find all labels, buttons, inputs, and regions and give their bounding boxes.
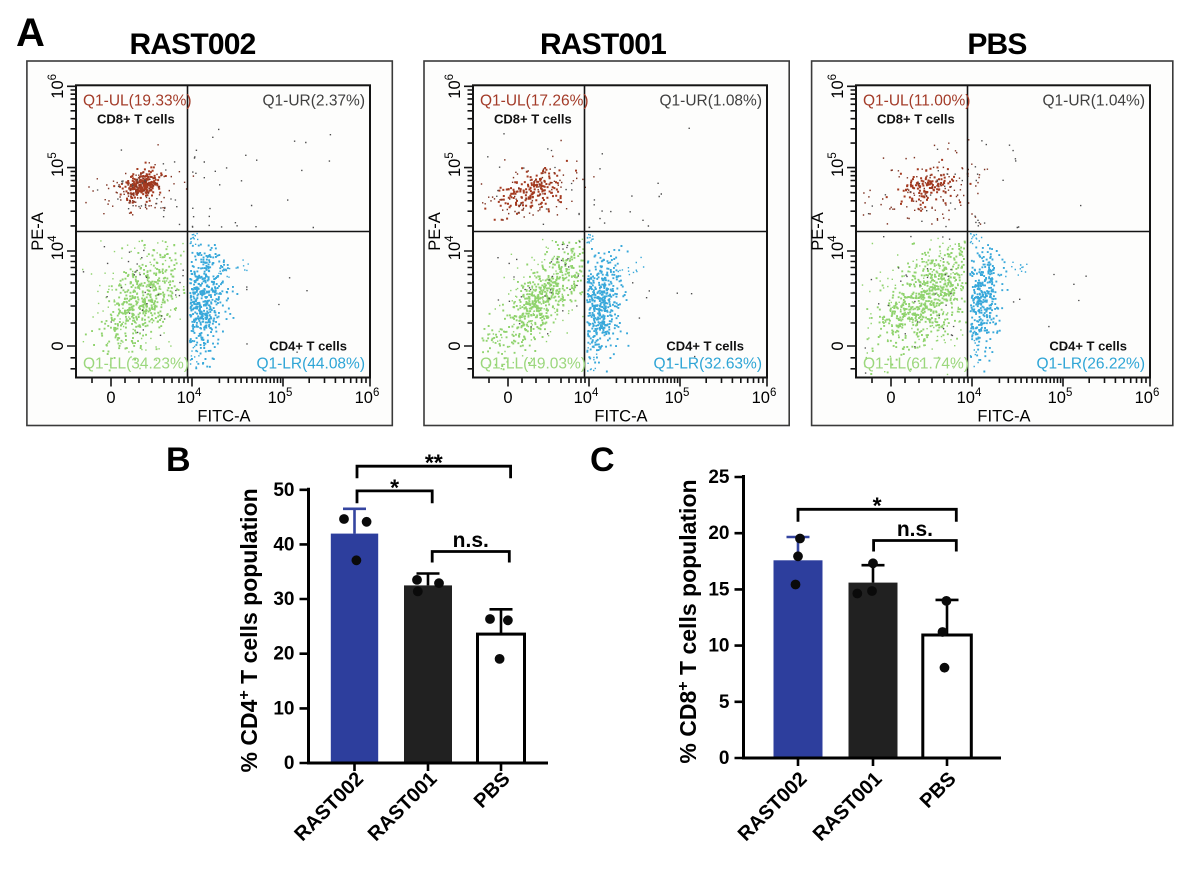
- svg-text:10: 10: [273, 698, 294, 719]
- svg-text:5: 5: [719, 692, 730, 713]
- svg-text:CD8+ T cells: CD8+ T cells: [97, 111, 175, 126]
- svg-text:0: 0: [106, 389, 115, 407]
- svg-text:RAST001: RAST001: [540, 28, 666, 61]
- svg-text:20: 20: [273, 644, 294, 665]
- svg-text:PBS: PBS: [967, 28, 1026, 61]
- svg-text:PE-A: PE-A: [426, 212, 444, 251]
- svg-text:n.s.: n.s.: [453, 529, 489, 552]
- svg-text:CD4+ T cells: CD4+ T cells: [269, 339, 347, 354]
- svg-text:30: 30: [273, 589, 294, 610]
- svg-text:PE-A: PE-A: [809, 212, 827, 251]
- svg-text:15: 15: [708, 579, 730, 600]
- svg-text:0: 0: [829, 341, 847, 350]
- svg-text:% CD8+ T cells population: % CD8+ T cells population: [675, 479, 701, 763]
- svg-text:40: 40: [273, 534, 294, 555]
- svg-text:0: 0: [284, 753, 295, 774]
- svg-text:Q1-LR(26.22%): Q1-LR(26.22%): [1036, 356, 1145, 373]
- svg-text:Q1-UR(1.04%): Q1-UR(1.04%): [1043, 92, 1146, 109]
- svg-text:50: 50: [273, 480, 294, 501]
- svg-text:CD8+ T cells: CD8+ T cells: [494, 111, 572, 126]
- svg-text:*: *: [873, 493, 882, 519]
- svg-text:FITC-A: FITC-A: [594, 408, 647, 426]
- svg-text:*: *: [390, 474, 399, 500]
- svg-text:Q1-UL(11.00%): Q1-UL(11.00%): [863, 92, 970, 109]
- svg-text:Q1-LR(44.08%): Q1-LR(44.08%): [256, 356, 365, 373]
- svg-text:RAST002: RAST002: [129, 28, 255, 61]
- svg-text:Q1-UL(19.33%): Q1-UL(19.33%): [83, 92, 192, 109]
- svg-text:% CD4+ T cells population: % CD4+ T cells population: [236, 488, 262, 772]
- svg-text:20: 20: [708, 523, 729, 544]
- svg-text:CD4+ T cells: CD4+ T cells: [666, 339, 744, 354]
- svg-text:Q1-LL(49.03%): Q1-LL(49.03%): [480, 356, 586, 373]
- svg-text:CD8+ T cells: CD8+ T cells: [877, 111, 955, 126]
- svg-text:0: 0: [503, 389, 512, 407]
- svg-text:10: 10: [708, 636, 729, 657]
- svg-text:B: B: [166, 441, 191, 479]
- svg-text:Q1-UR(1.08%): Q1-UR(1.08%): [660, 92, 763, 109]
- svg-text:n.s.: n.s.: [897, 518, 933, 541]
- svg-text:Q1-UR(2.37%): Q1-UR(2.37%): [263, 92, 366, 109]
- svg-text:PE-A: PE-A: [29, 212, 47, 251]
- svg-text:A: A: [16, 11, 45, 55]
- svg-text:Q1-LR(32.63%): Q1-LR(32.63%): [653, 356, 762, 373]
- svg-text:25: 25: [708, 467, 730, 488]
- svg-text:FITC-A: FITC-A: [977, 408, 1030, 426]
- svg-text:**: **: [425, 450, 443, 476]
- svg-text:FITC-A: FITC-A: [197, 408, 250, 426]
- svg-text:Q1-LL(61.74%): Q1-LL(61.74%): [863, 356, 969, 373]
- svg-text:C: C: [590, 441, 615, 479]
- svg-text:0: 0: [886, 389, 895, 407]
- svg-text:Q1-LL(34.23%): Q1-LL(34.23%): [83, 356, 189, 373]
- svg-text:CD4+ T cells: CD4+ T cells: [1049, 339, 1127, 354]
- svg-text:0: 0: [719, 748, 730, 769]
- svg-text:Q1-UL(17.26%): Q1-UL(17.26%): [480, 92, 589, 109]
- svg-text:0: 0: [446, 341, 464, 350]
- svg-text:0: 0: [49, 341, 67, 350]
